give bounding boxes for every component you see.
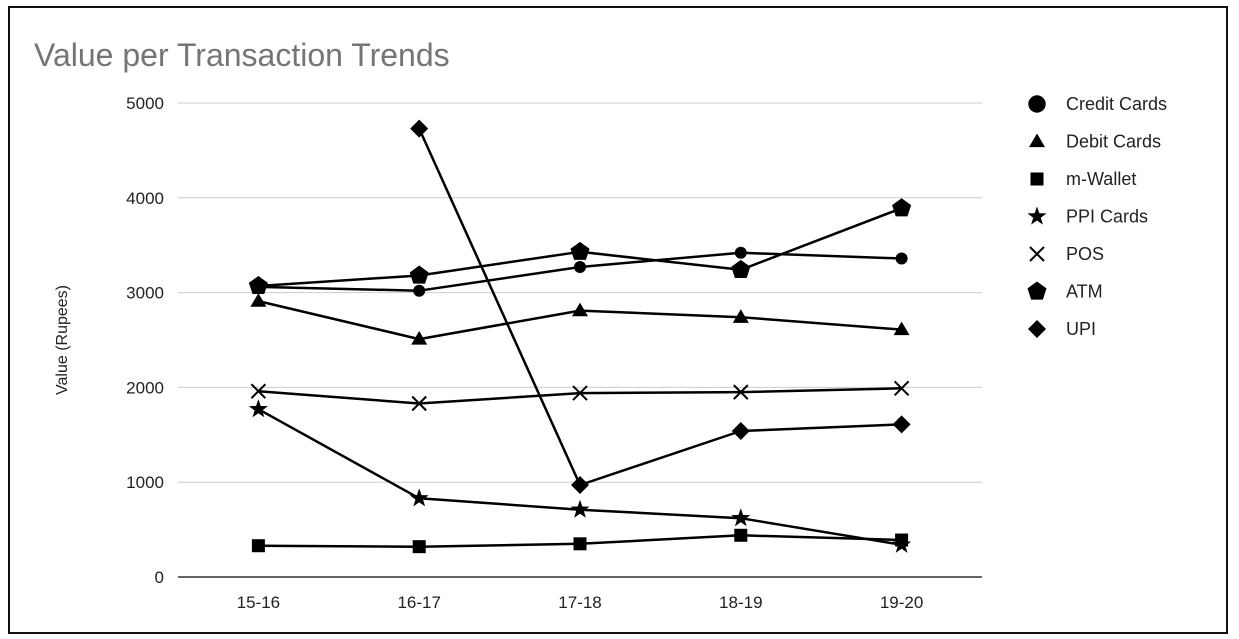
legend-item: POS (1029, 244, 1104, 264)
legend: Credit Cards Debit Cards m-Wallet PPI Cards… (1027, 94, 1167, 339)
series-line-pos (258, 387, 902, 405)
legend-item: Debit Cards (1029, 132, 1161, 152)
marker-diamond (731, 422, 750, 441)
legend-item: Credit Cards (1028, 94, 1167, 114)
legend-label: Debit Cards (1066, 132, 1161, 152)
marker-triangle (732, 309, 749, 323)
marker-x (572, 385, 588, 401)
marker-pentagon (1027, 281, 1047, 300)
marker-pentagon (731, 259, 751, 278)
marker-star (1027, 206, 1047, 225)
marker-circle (1028, 95, 1046, 113)
series-markers (248, 119, 912, 554)
legend-label: Credit Cards (1066, 94, 1167, 114)
gridlines (178, 102, 982, 578)
marker-star (248, 399, 268, 418)
marker-pentagon (409, 265, 429, 284)
marker-circle (734, 246, 747, 259)
marker-star (731, 508, 751, 527)
x-tick-label: 15-16 (237, 593, 280, 612)
marker-triangle (250, 293, 267, 307)
y-tick-label: 4000 (126, 189, 164, 208)
marker-pentagon (892, 198, 912, 217)
marker-pentagon (248, 275, 268, 295)
marker-star (570, 499, 590, 518)
legend-item: m-Wallet (1030, 169, 1136, 189)
marker-star (892, 534, 912, 553)
y-tick-label: 2000 (126, 378, 164, 397)
marker-diamond (410, 119, 429, 138)
marker-x (250, 383, 267, 399)
marker-x (411, 395, 427, 412)
y-tick-label: 1000 (126, 473, 164, 492)
series-line-upi (418, 128, 902, 487)
legend-label: ATM (1066, 282, 1103, 302)
marker-pentagon (570, 241, 590, 260)
y-tick-label: 3000 (126, 284, 164, 303)
marker-x (893, 380, 910, 397)
x-axis-ticks: 15-16 16-17 17-18 18-19 19-20 (237, 593, 924, 612)
x-tick-label: 16-17 (397, 593, 440, 612)
marker-square (573, 537, 587, 551)
legend-label: PPI Cards (1066, 207, 1148, 227)
legend-label: POS (1066, 244, 1104, 264)
marker-triangle (893, 321, 910, 336)
marker-square (1030, 172, 1044, 186)
marker-triangle (572, 302, 588, 317)
y-tick-label: 0 (155, 568, 164, 587)
y-axis-ticks: 0 1000 2000 3000 4000 5000 (126, 94, 164, 587)
marker-x (733, 384, 749, 400)
marker-square (734, 528, 748, 542)
marker-diamond (892, 415, 911, 434)
legend-item: UPI (1028, 319, 1096, 339)
marker-triangle (1029, 133, 1045, 148)
marker-x (1029, 246, 1045, 262)
marker-diamond (571, 476, 589, 495)
legend-item: PPI Cards (1027, 206, 1148, 227)
x-tick-label: 18-19 (719, 593, 762, 612)
marker-star (409, 488, 429, 507)
marker-circle (895, 252, 908, 265)
marker-square (412, 540, 426, 554)
y-tick-label: 5000 (126, 94, 164, 113)
chart-frame (8, 6, 1228, 634)
x-tick-label: 17-18 (558, 593, 601, 612)
legend-item: ATM (1027, 281, 1103, 302)
legend-label: UPI (1066, 319, 1096, 339)
y-axis-label: Value (Rupees) (54, 285, 71, 395)
marker-circle (574, 261, 586, 274)
marker-circle (413, 284, 426, 297)
marker-square (251, 539, 265, 553)
x-tick-label: 19-20 (880, 593, 923, 612)
marker-triangle (411, 331, 428, 345)
marker-diamond (1028, 320, 1046, 338)
chart-title: Value per Transaction Trends (34, 37, 450, 73)
legend-label: m-Wallet (1066, 169, 1136, 189)
